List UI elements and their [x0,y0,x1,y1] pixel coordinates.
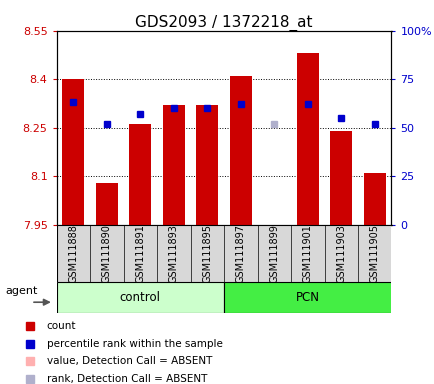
Bar [196,105,218,225]
Text: control: control [119,291,161,304]
Text: GSM111888: GSM111888 [68,224,78,283]
Title: GDS2093 / 1372218_at: GDS2093 / 1372218_at [135,15,312,31]
Text: GSM111891: GSM111891 [135,224,145,283]
Text: GSM111895: GSM111895 [202,224,212,283]
Text: GSM111899: GSM111899 [269,224,279,283]
Bar [95,183,118,225]
Bar [62,79,84,225]
Text: value, Detection Call = ABSENT: value, Detection Call = ABSENT [47,356,212,366]
Bar [129,124,151,225]
Text: GSM111890: GSM111890 [102,224,112,283]
Bar [363,173,385,225]
Bar [56,282,224,313]
Text: agent: agent [6,286,38,296]
Bar [224,282,391,313]
Bar [162,105,184,225]
Bar [229,76,251,225]
Text: GSM111893: GSM111893 [168,224,178,283]
Text: GSM111903: GSM111903 [335,224,345,283]
Text: GSM111897: GSM111897 [235,224,245,283]
Text: GSM111905: GSM111905 [369,224,379,283]
Text: GSM111901: GSM111901 [302,224,312,283]
Text: count: count [47,321,76,331]
Text: percentile rank within the sample: percentile rank within the sample [47,339,222,349]
Text: PCN: PCN [295,291,319,304]
Bar [329,131,352,225]
Bar [296,53,318,225]
Text: rank, Detection Call = ABSENT: rank, Detection Call = ABSENT [47,374,207,384]
